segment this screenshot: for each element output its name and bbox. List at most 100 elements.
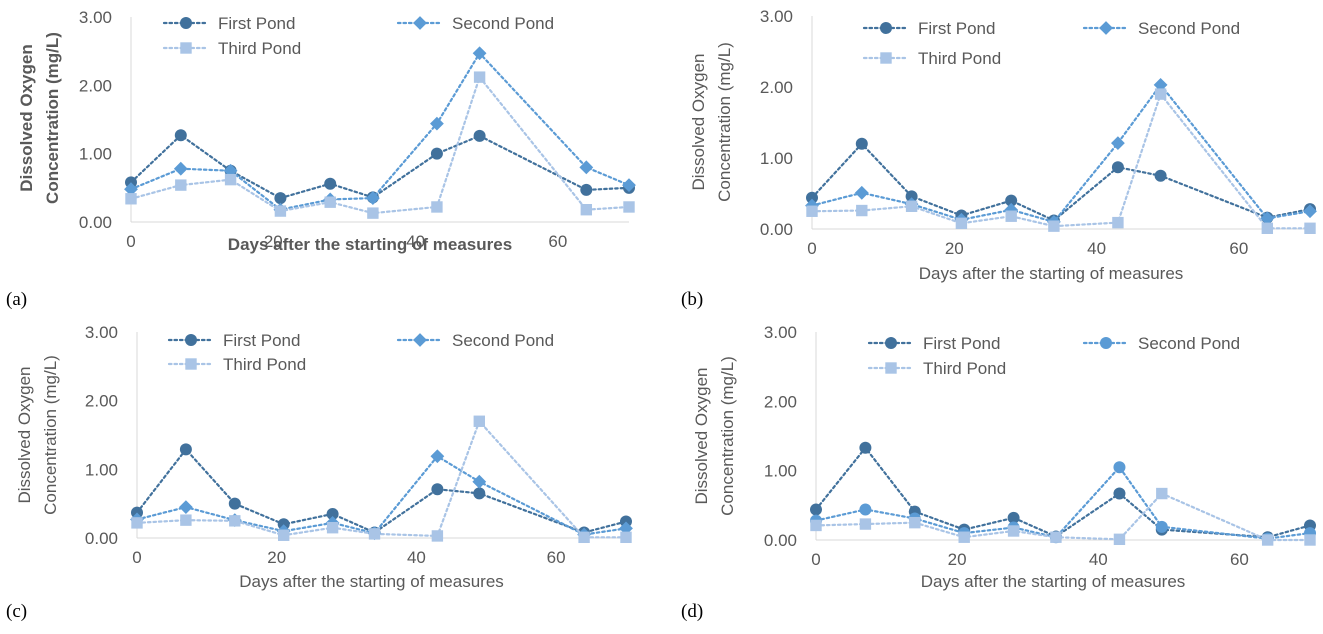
- legend-entry-1: First Pond: [167, 331, 300, 350]
- data-point: [472, 46, 487, 61]
- legend-entry-1: First Pond: [162, 14, 295, 33]
- data-point: [955, 217, 968, 230]
- y-axis-title: Dissolved Oxygen Concentration (mg/L): [15, 355, 60, 515]
- data-point: [472, 474, 487, 489]
- y-axis-title-line-2: Concentration (mg/L): [41, 355, 60, 515]
- y-axis-title: Dissolved Oxygen Concentration (mg/L): [17, 32, 62, 204]
- data-point: [1153, 77, 1168, 92]
- data-point: [856, 204, 868, 217]
- data-point: [430, 449, 445, 464]
- x-tick-label: 0: [126, 232, 135, 251]
- data-point: [579, 160, 594, 175]
- legend-marker-icon: [413, 333, 427, 347]
- data-point: [810, 503, 822, 516]
- data-point: [806, 205, 818, 217]
- y-tick-label: 1.00: [764, 462, 797, 481]
- data-point: [365, 191, 380, 205]
- y-axis-title-line-1: Dissolved Oxygen: [689, 53, 708, 190]
- y-axis-title: Dissolved Oxygen Concentration (mg/L): [689, 42, 734, 202]
- data-point: [905, 200, 918, 212]
- legend-label: Third Pond: [923, 359, 1006, 378]
- data-point: [1261, 222, 1274, 234]
- data-point: [1154, 169, 1167, 182]
- legend-entry-1: First Pond: [867, 334, 1000, 353]
- data-point: [224, 173, 237, 186]
- x-tick-label: 0: [811, 550, 820, 569]
- chart-panel-a: 0.00 1.00 2.00 3.00 0 20 40 60 Days after the st…: [6, 8, 636, 310]
- legend-label: Third Pond: [918, 49, 1001, 68]
- y-tick-label: 0.00: [764, 531, 797, 550]
- data-point: [1303, 204, 1317, 219]
- x-axis-title: Days after the starting of measures: [239, 572, 504, 591]
- data-point: [1260, 211, 1275, 226]
- chart-panel-b: 0.00 1.00 2.00 3.00 0 20 40 60 Days after the st…: [681, 7, 1317, 310]
- y-tick-label: 1.00: [85, 460, 118, 479]
- x-tick-label: 60: [547, 548, 566, 567]
- series-line-3: [129, 74, 631, 215]
- y-tick-label: 3.00: [85, 323, 118, 342]
- series-line-3: [810, 91, 1312, 230]
- x-axis-title: Days after the starting of measures: [921, 572, 1186, 591]
- data-point: [620, 531, 632, 544]
- x-axis-title: Days after the starting of measures: [228, 235, 512, 254]
- data-point: [473, 129, 486, 142]
- data-point: [1005, 194, 1018, 207]
- data-point: [1112, 216, 1124, 229]
- series-line-2: [814, 465, 1312, 540]
- y-tick-label: 3.00: [79, 8, 112, 27]
- x-tick-label: 0: [807, 239, 816, 258]
- legend-entry-2: Second Pond: [396, 331, 554, 350]
- panel-label: (d): [681, 601, 703, 622]
- data-point: [326, 522, 339, 534]
- data-point: [430, 147, 443, 160]
- data-point: [431, 530, 444, 542]
- data-point: [274, 205, 287, 217]
- y-axis-title-line-2: Concentration (mg/L): [43, 32, 62, 204]
- legend-entry-2: Second Pond: [396, 14, 554, 33]
- data-point: [859, 503, 872, 516]
- data-point: [1050, 531, 1062, 543]
- y-tick-label: 2.00: [760, 78, 793, 97]
- data-point: [430, 116, 444, 131]
- data-point: [958, 531, 970, 543]
- data-point: [1155, 520, 1168, 533]
- data-point: [909, 516, 921, 529]
- panel-label: (b): [681, 289, 703, 310]
- data-point: [1111, 136, 1125, 150]
- data-point: [179, 500, 193, 514]
- data-point: [368, 528, 381, 540]
- data-point: [367, 207, 379, 219]
- panel-label: (a): [6, 289, 27, 310]
- data-point: [278, 529, 290, 541]
- data-point: [1111, 161, 1124, 174]
- data-point: [431, 201, 443, 213]
- y-axis-title: Dissolved Oxygen Concentration (mg/L): [692, 356, 737, 516]
- data-point: [623, 201, 635, 213]
- series-line-1: [810, 142, 1312, 222]
- data-point: [855, 137, 868, 150]
- data-point: [806, 191, 818, 204]
- legend-entry-1: First Pond: [862, 19, 995, 38]
- data-point: [324, 196, 336, 208]
- legend-marker-icon: [880, 22, 892, 34]
- legend-marker-icon: [180, 42, 192, 54]
- data-point: [324, 177, 337, 190]
- series-line-2: [135, 454, 628, 536]
- legend-entry-3: Third Pond: [167, 355, 306, 374]
- data-point: [274, 192, 287, 205]
- legend-entry-2: Second Pond: [1082, 19, 1240, 38]
- y-axis-title-line-2: Concentration (mg/L): [715, 42, 734, 202]
- data-point: [175, 179, 187, 191]
- data-point: [1005, 210, 1017, 222]
- data-point: [1304, 222, 1316, 234]
- y-axis-title-line-2: Concentration (mg/L): [718, 356, 737, 516]
- legend-entry-3: Third Pond: [862, 49, 1001, 68]
- y-tick-label: 1.00: [760, 149, 793, 168]
- data-point: [431, 483, 444, 496]
- x-tick-label: 20: [948, 550, 967, 569]
- y-axis-title-line-1: Dissolved Oxygen: [692, 367, 711, 504]
- data-point: [622, 178, 636, 192]
- legend-entry-3: Third Pond: [867, 359, 1006, 378]
- legend-label: Second Pond: [452, 14, 554, 33]
